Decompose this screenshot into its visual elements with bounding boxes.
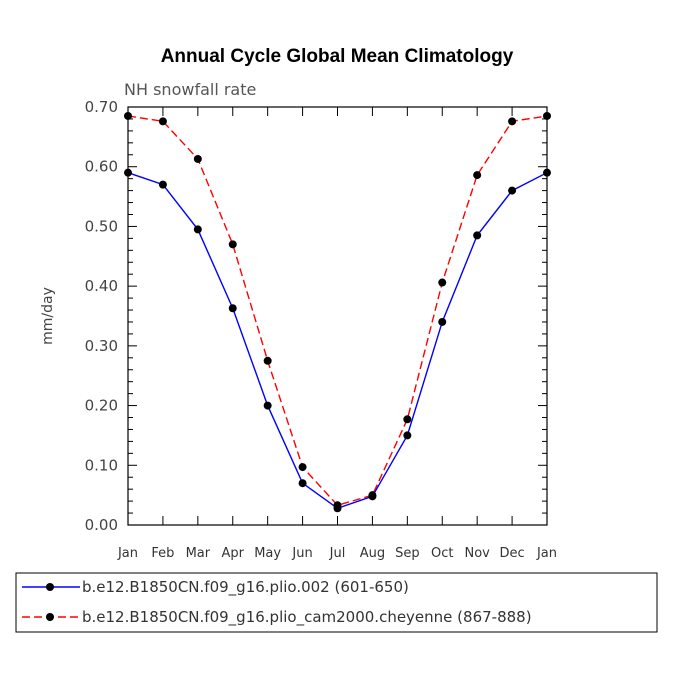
y-tick-label: 0.60 [85, 158, 118, 176]
x-tick-label: May [254, 546, 281, 561]
x-tick-label: Apr [222, 546, 245, 561]
series-1-point [473, 231, 482, 240]
x-tick-label: Dec [500, 546, 525, 561]
legend-marker-1 [46, 583, 54, 591]
legend-marker-2 [46, 613, 54, 621]
y-tick-label: 0.70 [85, 98, 118, 116]
y-tick-label: 0.40 [85, 277, 118, 295]
series-1-point [263, 401, 272, 410]
series-2-point [298, 463, 307, 472]
y-tick-label: 0.20 [85, 397, 118, 415]
x-tick-label: Feb [151, 546, 174, 561]
series-line-2 [127, 115, 548, 507]
legend-box [15, 572, 658, 633]
x-tick-label: Jan [117, 546, 138, 561]
series-1-point [298, 479, 307, 488]
series-2-point [228, 240, 237, 249]
x-tick-label: Jun [291, 546, 312, 561]
legend: b.e12.B1850CN.f09_g16.plio.002 (601-650)… [22, 578, 532, 627]
series-1-point [438, 317, 447, 326]
x-tick-label: Oct [431, 546, 453, 561]
series-1-point [124, 168, 132, 177]
x-tick-label: Jul [329, 546, 346, 561]
y-tick-label: 0.30 [85, 337, 118, 355]
chart-subtitle: NH snowfall rate [124, 80, 256, 99]
y-axis-label: mm/day [40, 287, 56, 345]
series-2-point [193, 154, 202, 163]
x-tick-label: Sep [395, 546, 420, 561]
x-tick-label: Aug [360, 546, 385, 561]
legend-label-2: b.e12.B1850CN.f09_g16.plio_cam2000.cheye… [82, 608, 532, 627]
series-1-point [368, 492, 377, 501]
series-2-point [473, 171, 482, 180]
y-tick-label: 0.50 [85, 217, 118, 235]
series-2-point [543, 111, 551, 120]
series-1-point [508, 186, 517, 195]
series-1-point [403, 431, 412, 440]
x-tick-label: Nov [464, 546, 490, 561]
series-1-point [193, 225, 202, 234]
series-2-point [438, 278, 447, 287]
ticks-layer: 0.00 0.10 0.20 0.30 0.40 0.50 0.60 0.70 Jan Feb Ma… [85, 98, 557, 561]
series-1-point [333, 504, 342, 513]
series-layer [124, 111, 551, 513]
plot-frame [127, 106, 548, 526]
series-1-point [158, 180, 167, 189]
series-2-point [403, 415, 412, 424]
x-tick-label: Jan [536, 546, 557, 561]
x-tick-label: Mar [186, 546, 211, 561]
y-tick-label: 0.00 [85, 516, 118, 534]
series-2-point [508, 117, 517, 126]
series-2-point [158, 117, 167, 126]
legend-label-1: b.e12.B1850CN.f09_g16.plio.002 (601-650) [82, 578, 409, 597]
series-2-point [124, 111, 132, 120]
chart-title: Annual Cycle Global Mean Climatology [161, 46, 514, 67]
y-tick-label: 0.10 [85, 456, 118, 474]
series-1-point [543, 168, 551, 177]
series-2-point [263, 356, 272, 365]
series-1-point [228, 304, 237, 313]
series-line-1 [127, 172, 548, 510]
